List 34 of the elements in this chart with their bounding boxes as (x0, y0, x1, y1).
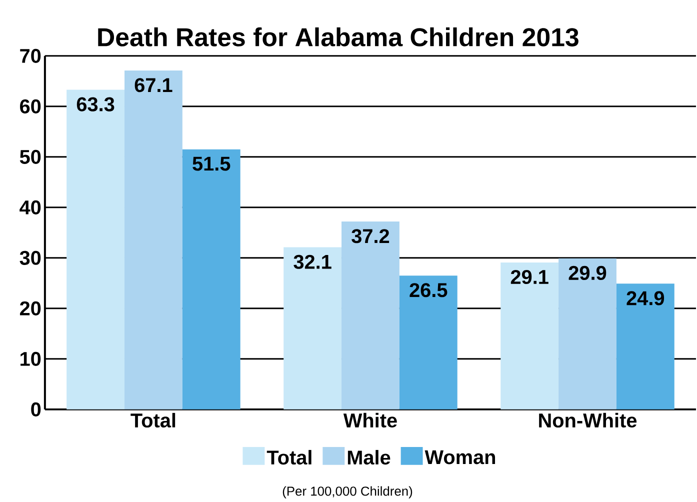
y-tick-label: 20 (20, 302, 41, 316)
y-tick-label: 30 (20, 251, 41, 266)
legend-label: Male (348, 450, 390, 465)
bar (124, 70, 182, 410)
x-tick-label: Non-White (539, 413, 637, 428)
data-label: 51.5 (192, 157, 230, 171)
y-tick-label: 60 (20, 100, 41, 114)
chart-title: Death Rates for Alabama Children 2013 (98, 28, 578, 47)
legend-label: Woman (424, 450, 496, 464)
bar (616, 284, 674, 410)
y-tick-label: 70 (20, 49, 41, 64)
data-label: 29.1 (510, 270, 548, 284)
bar (342, 222, 400, 410)
bar (500, 262, 559, 410)
y-tick-label: 40 (20, 200, 41, 215)
y-tick-label: 10 (20, 352, 41, 366)
x-tick-label: Total (130, 413, 176, 428)
bar (182, 150, 240, 410)
data-label: 26.5 (410, 283, 448, 298)
bar (399, 276, 458, 410)
y-tick-label: 0 (31, 402, 41, 417)
data-label: 24.9 (626, 291, 664, 306)
y-tick-label: 50 (20, 150, 41, 164)
data-label: 29.9 (568, 266, 606, 280)
bar (66, 90, 124, 410)
data-label: 63.3 (76, 97, 114, 112)
data-label: 32.1 (294, 255, 332, 270)
bar (558, 258, 616, 410)
x-tick-label: White (343, 413, 397, 428)
text: (Per 100,000 Children) (282, 486, 412, 499)
legend-label: Total (266, 450, 312, 465)
bar (284, 247, 342, 410)
data-label: 37.2 (352, 229, 390, 244)
data-label: 67.1 (134, 78, 172, 92)
